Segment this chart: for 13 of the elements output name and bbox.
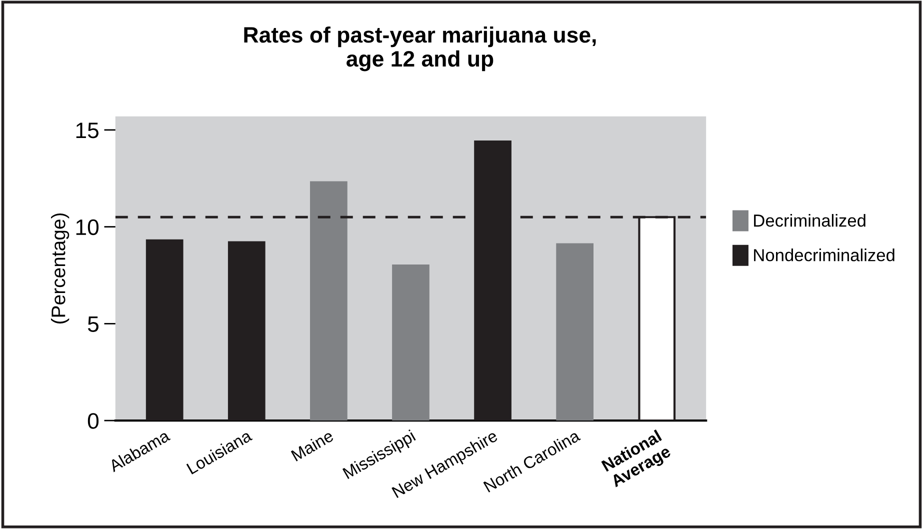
y-tick-label: 5: [88, 316, 98, 332]
bar: [310, 181, 348, 421]
y-tick-label: 15: [76, 122, 98, 138]
bar: [228, 241, 266, 421]
y-axis-title: (Percentage): [51, 213, 70, 324]
y-tick-label: 10: [76, 219, 99, 236]
bar: [392, 264, 430, 421]
chart-title: Rates of past-year marijuana use, age 12 and up: [244, 26, 596, 72]
legend-label: Decriminalized: [754, 214, 866, 227]
bar: [146, 239, 184, 421]
legend-label: Nondecriminalized: [754, 248, 894, 262]
y-tick-label: 0: [88, 413, 99, 429]
bar: [556, 243, 594, 421]
